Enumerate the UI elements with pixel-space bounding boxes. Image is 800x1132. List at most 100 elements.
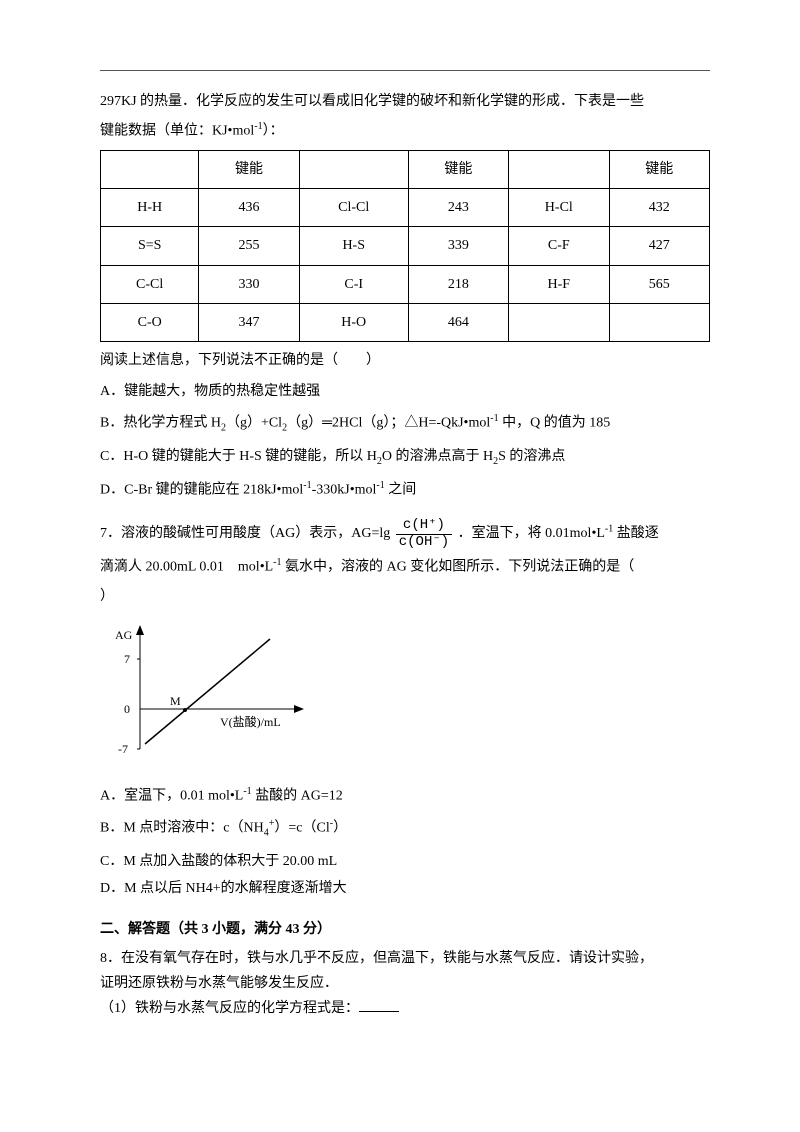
table-cell: 218 xyxy=(408,265,508,303)
table-cell: 330 xyxy=(199,265,299,303)
table-row: S=S 255 H-S 339 C-F 427 xyxy=(101,227,710,265)
x-arrow-icon xyxy=(294,705,304,713)
answer-blank[interactable] xyxy=(359,997,399,1012)
opt-b-text: B．热化学方程式 H xyxy=(100,416,221,431)
table-cell: 339 xyxy=(408,227,508,265)
q7-a-text: 盐酸的 AG=12 xyxy=(252,789,343,804)
x-label: V(盐酸)/mL xyxy=(220,714,281,729)
bond-energy-table: 键能 键能 键能 H-H 436 Cl-Cl 243 H-Cl 432 S=S … xyxy=(100,150,710,342)
frac-den: c(OH⁻) xyxy=(396,535,452,550)
q8-sub1-text: （1）铁粉与水蒸气反应的化学方程式是： xyxy=(100,1001,359,1016)
table-cell xyxy=(509,151,609,189)
q7-text: 滴滴人 20.00mL 0.01 mol•L xyxy=(100,560,273,575)
sub-4: 4 xyxy=(264,828,269,839)
opt-d-text: -330kJ•mol xyxy=(312,482,377,497)
table-header: 键能 xyxy=(609,151,709,189)
opt-b-text: 中，Q 的值为 185 xyxy=(499,416,611,431)
intro-line-2: 键能数据（单位：KJ•mol-1）： xyxy=(100,118,710,144)
y-tick-7: 7 xyxy=(124,652,130,666)
q7-b-text: ） xyxy=(333,821,347,836)
option-d: D．C-Br 键的键能应在 218kJ•mol-1-330kJ•mol-1 之间 xyxy=(100,477,710,503)
fraction-icon: c(H⁺) c(OH⁻) xyxy=(396,518,452,550)
y-tick-neg7: -7 xyxy=(118,742,128,756)
q7-stem-line2: 滴滴人 20.00mL 0.01 mol•L-1 氨水中，溶液的 AG 变化如图… xyxy=(100,554,710,580)
table-cell: C-Cl xyxy=(101,265,199,303)
opt-c-text: C．H-O 键的键能大于 H-S 键的键能，所以 H xyxy=(100,449,377,464)
q8-line-3: （1）铁粉与水蒸气反应的化学方程式是： xyxy=(100,996,710,1021)
q7-b-text: ）=c（Cl xyxy=(274,821,329,836)
y-arrow-icon xyxy=(136,625,144,635)
table-cell: H-S xyxy=(299,227,408,265)
opt-c-text: O 的溶沸点高于 H xyxy=(382,449,493,464)
exam-page: 297KJ 的热量．化学反应的发生可以看成旧化学键的破坏和新化学键的形成．下表是… xyxy=(0,0,800,1132)
sup-neg1: -1 xyxy=(243,786,251,797)
q7-b-text: B．M 点时溶液中：c（NH xyxy=(100,821,264,836)
q7-option-a: A．室温下，0.01 mol•L-1 盐酸的 AG=12 xyxy=(100,783,710,809)
sup-neg1: -1 xyxy=(303,480,311,491)
sup-neg1: -1 xyxy=(605,524,613,535)
opt-d-text: 之间 xyxy=(385,482,417,497)
frac-num: c(H⁺) xyxy=(396,518,452,534)
q7-stem-line1: 7．溶液的酸碱性可用酸度（AG）表示，AG=lg c(H⁺) c(OH⁻) ．室… xyxy=(100,518,710,550)
intro-sup: -1 xyxy=(254,121,262,132)
sup-neg1: -1 xyxy=(273,557,281,568)
table-cell: 243 xyxy=(408,189,508,227)
option-a: A．键能越大，物质的热稳定性越强 xyxy=(100,379,710,404)
q8-line-2: 证明还原铁粉与水蒸气能够发生反应． xyxy=(100,971,710,996)
table-cell: 464 xyxy=(408,303,508,341)
q7-a-text: A．室温下，0.01 mol•L xyxy=(100,789,243,804)
opt-b-text: （g）+Cl xyxy=(226,416,282,431)
table-header-row: 键能 键能 键能 xyxy=(101,151,710,189)
table-cell xyxy=(609,303,709,341)
sup-neg1: -1 xyxy=(376,480,384,491)
q7-option-b: B．M 点时溶液中：c（NH4+）=c（Cl-） xyxy=(100,815,710,842)
table-cell xyxy=(509,303,609,341)
y-tick-0: 0 xyxy=(124,702,130,716)
q7-stem-line3: ） xyxy=(100,584,710,609)
q8-line-1: 8．在没有氧气存在时，铁与水几乎不反应，但高温下，铁能与水蒸气反应．请设计实验， xyxy=(100,946,710,971)
table-header: 键能 xyxy=(408,151,508,189)
intro-line-1: 297KJ 的热量．化学反应的发生可以看成旧化学键的破坏和新化学键的形成．下表是… xyxy=(100,89,710,114)
table-cell: 436 xyxy=(199,189,299,227)
ag-graph: AG 7 0 -7 M V(盐酸)/mL xyxy=(100,619,320,769)
m-label: M xyxy=(170,694,181,708)
table-row: C-Cl 330 C-I 218 H-F 565 xyxy=(101,265,710,303)
q7-option-c: C．M 点加入盐酸的体积大于 20.00 mL xyxy=(100,849,710,874)
table-cell: C-O xyxy=(101,303,199,341)
table-cell: 255 xyxy=(199,227,299,265)
table-cell: C-F xyxy=(509,227,609,265)
q7-text: 盐酸逐 xyxy=(613,527,659,542)
table-cell xyxy=(299,151,408,189)
table-cell: 427 xyxy=(609,227,709,265)
table-header: 键能 xyxy=(199,151,299,189)
table-cell: H-F xyxy=(509,265,609,303)
table-cell: H-Cl xyxy=(509,189,609,227)
table-cell: H-O xyxy=(299,303,408,341)
opt-b-text: （g）═2HCl（g）；△H=-QkJ•mol xyxy=(287,416,490,431)
q7-text: 氨水中，溶液的 AG 变化如图所示．下列说法正确的是（ xyxy=(282,560,649,575)
opt-c-text: S 的溶沸点 xyxy=(498,449,565,464)
top-rule xyxy=(100,70,710,71)
intro-text-b: 键能数据（单位：KJ•mol xyxy=(100,124,254,139)
section-2-title: 二、解答题（共 3 小题，满分 43 分） xyxy=(100,917,710,942)
table-cell: 347 xyxy=(199,303,299,341)
q7-text: ．室温下，将 0.01mol•L xyxy=(458,527,605,542)
table-cell: 432 xyxy=(609,189,709,227)
table-cell: Cl-Cl xyxy=(299,189,408,227)
point-m xyxy=(183,708,187,712)
sup-neg1: -1 xyxy=(490,413,498,424)
table-cell: C-I xyxy=(299,265,408,303)
q7-option-d: D．M 点以后 NH4+的水解程度逐渐增大 xyxy=(100,876,710,901)
y-label: AG xyxy=(115,628,133,642)
option-c: C．H-O 键的键能大于 H-S 键的键能，所以 H2O 的溶沸点高于 H2S … xyxy=(100,444,710,471)
table-question-stem: 阅读上述信息，下列说法不正确的是（ ） xyxy=(100,348,710,373)
intro-text-c: ）： xyxy=(263,124,284,139)
table-cell: 565 xyxy=(609,265,709,303)
graph-svg: AG 7 0 -7 M V(盐酸)/mL xyxy=(100,619,320,769)
table-cell: H-H xyxy=(101,189,199,227)
option-b: B．热化学方程式 H2（g）+Cl2（g）═2HCl（g）；△H=-QkJ•mo… xyxy=(100,410,710,437)
opt-d-text: D．C-Br 键的键能应在 218kJ•mol xyxy=(100,482,303,497)
table-cell xyxy=(101,151,199,189)
table-cell: S=S xyxy=(101,227,199,265)
q7-text: 7．溶液的酸碱性可用酸度（AG）表示，AG=lg xyxy=(100,527,390,542)
